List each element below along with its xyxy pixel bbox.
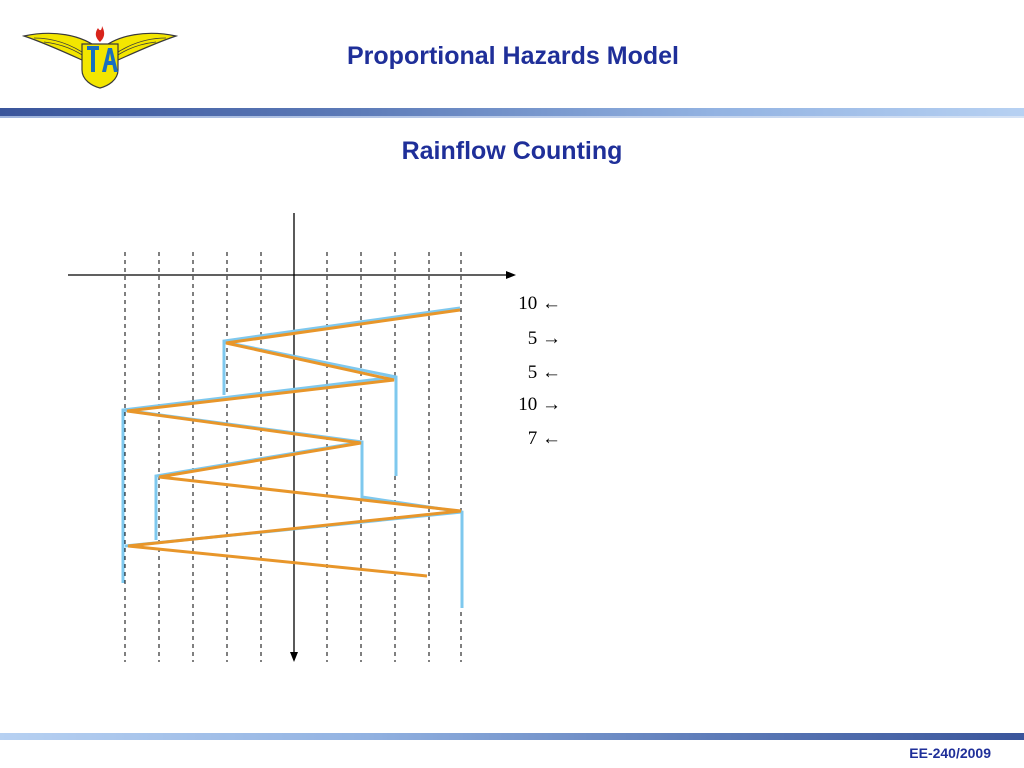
arrow-right-icon: → — [542, 328, 561, 349]
ita-wings-logo-icon — [22, 26, 178, 89]
count-label: 5 ← — [527, 362, 561, 383]
count-label: 10 ← — [518, 293, 561, 314]
arrow-right-icon: → — [542, 394, 561, 415]
arrow-left-icon: ← — [542, 362, 561, 383]
arrow-left-icon: ← — [542, 293, 561, 314]
rainflow-path — [122, 408, 464, 608]
count-label: 10 → — [518, 394, 561, 415]
arrow-left-icon: ← — [542, 428, 561, 449]
footer-label: EE-240/2009 — [909, 745, 991, 761]
count-label: 7 ← — [527, 428, 561, 449]
load-history-line — [126, 308, 462, 578]
header-divider-line — [0, 116, 1024, 118]
count-label: 5 → — [527, 328, 561, 349]
footer-divider-bar — [0, 733, 1024, 740]
header-title: Proportional Hazards Model — [347, 42, 679, 70]
rainflow-path — [222, 306, 461, 395]
header-divider-bar — [0, 108, 1024, 116]
slide-subtitle: Rainflow Counting — [401, 137, 623, 165]
